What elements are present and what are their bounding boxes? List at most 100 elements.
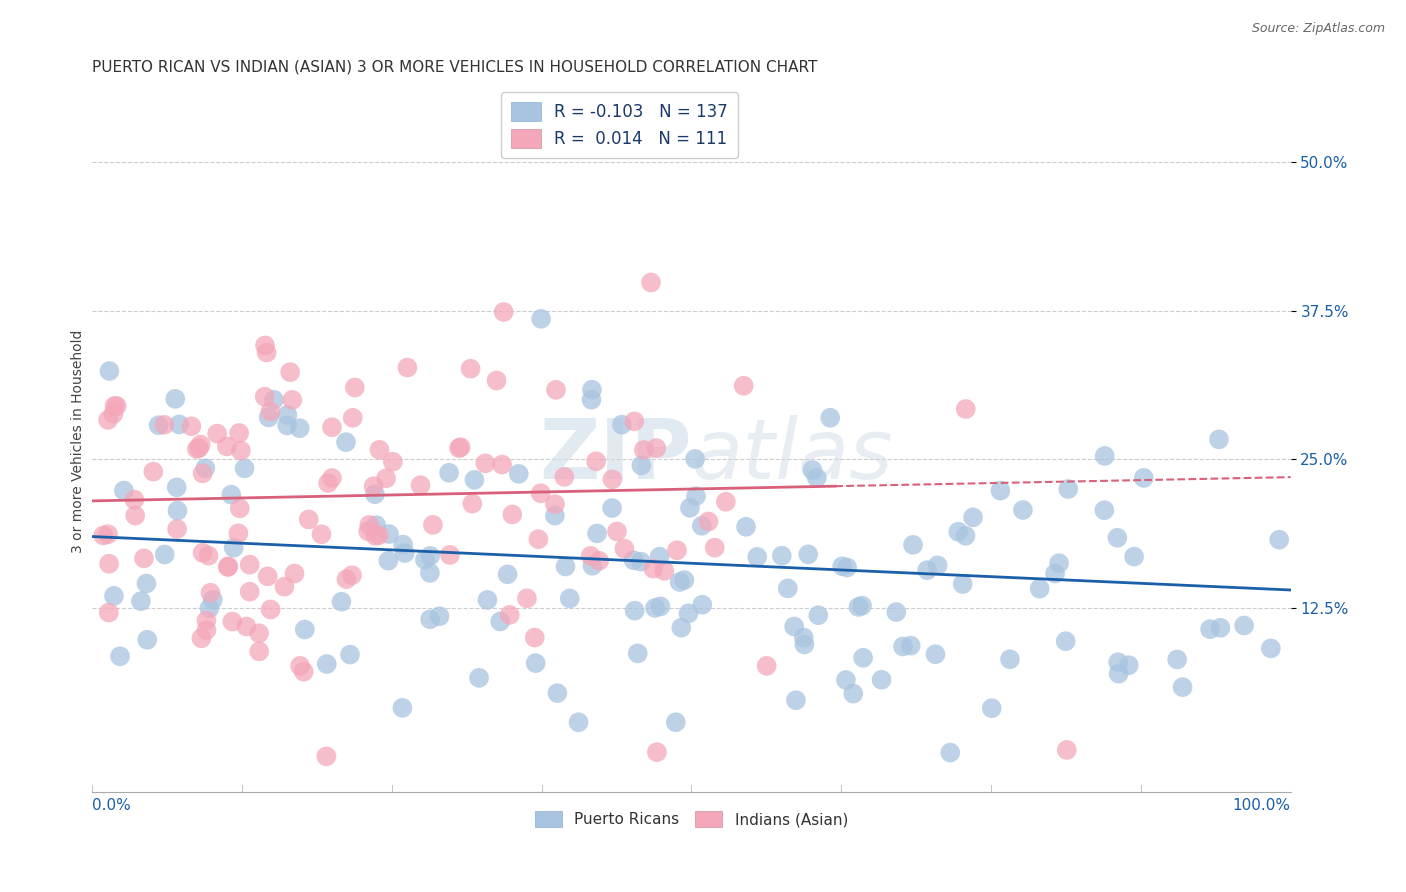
Point — [136, 632, 159, 647]
Point — [835, 673, 858, 687]
Point — [645, 441, 668, 455]
Point — [205, 426, 228, 441]
Point — [588, 554, 610, 568]
Point — [990, 483, 1012, 498]
Point — [952, 577, 974, 591]
Point — [413, 552, 436, 566]
Point — [391, 701, 413, 715]
Point — [315, 657, 337, 671]
Point — [776, 582, 799, 596]
Point — [311, 527, 333, 541]
Point — [103, 399, 125, 413]
Point — [91, 528, 114, 542]
Point — [468, 671, 491, 685]
Point — [627, 646, 650, 660]
Point — [927, 558, 949, 573]
Point — [491, 458, 513, 472]
Point — [1043, 566, 1066, 581]
Point — [807, 608, 830, 623]
Point — [463, 473, 485, 487]
Point — [366, 518, 388, 533]
Point — [980, 701, 1002, 715]
Point — [429, 609, 451, 624]
Point — [190, 437, 212, 451]
Point — [485, 374, 508, 388]
Point — [530, 486, 553, 500]
Point — [257, 410, 280, 425]
Point — [330, 595, 353, 609]
Point — [422, 517, 444, 532]
Point — [806, 471, 828, 485]
Point — [851, 599, 873, 613]
Point — [135, 576, 157, 591]
Point — [848, 599, 870, 614]
Point — [643, 562, 665, 576]
Point — [357, 524, 380, 539]
Point — [396, 360, 419, 375]
Point — [188, 441, 211, 455]
Point — [633, 442, 655, 457]
Point — [439, 548, 461, 562]
Point — [579, 549, 602, 563]
Point — [770, 549, 793, 563]
Point — [153, 417, 176, 432]
Point — [703, 541, 725, 555]
Point — [1233, 618, 1256, 632]
Point — [359, 517, 381, 532]
Point — [1028, 582, 1050, 596]
Point — [97, 413, 120, 427]
Point — [229, 443, 252, 458]
Point — [239, 558, 262, 572]
Point — [870, 673, 893, 687]
Point — [613, 541, 636, 556]
Point — [554, 559, 576, 574]
Point — [671, 621, 693, 635]
Point — [668, 574, 690, 589]
Text: 0.0%: 0.0% — [93, 798, 131, 813]
Point — [558, 591, 581, 606]
Point — [733, 378, 755, 392]
Point — [103, 407, 125, 421]
Point — [392, 538, 415, 552]
Point — [294, 623, 316, 637]
Point — [273, 580, 295, 594]
Point — [315, 749, 337, 764]
Point — [375, 471, 398, 485]
Point — [900, 639, 922, 653]
Point — [998, 652, 1021, 666]
Point — [105, 399, 128, 413]
Point — [461, 497, 484, 511]
Point — [498, 607, 520, 622]
Point — [891, 640, 914, 654]
Point — [409, 478, 432, 492]
Point — [1047, 556, 1070, 570]
Point — [697, 515, 720, 529]
Point — [167, 417, 190, 432]
Point — [648, 549, 671, 564]
Point — [585, 454, 607, 468]
Point — [1012, 503, 1035, 517]
Point — [544, 497, 567, 511]
Point — [201, 592, 224, 607]
Point — [679, 500, 702, 515]
Point — [166, 522, 188, 536]
Point — [530, 311, 553, 326]
Point — [1132, 471, 1154, 485]
Point — [229, 501, 252, 516]
Point — [939, 746, 962, 760]
Point — [98, 364, 121, 378]
Point — [198, 601, 221, 615]
Point — [1171, 680, 1194, 694]
Point — [581, 383, 603, 397]
Point — [253, 390, 276, 404]
Point — [544, 508, 567, 523]
Point — [581, 392, 603, 407]
Point — [640, 276, 662, 290]
Point — [194, 461, 217, 475]
Point — [477, 593, 499, 607]
Point — [1268, 533, 1291, 547]
Point — [489, 615, 512, 629]
Point — [852, 650, 875, 665]
Point — [321, 471, 343, 485]
Point — [321, 420, 343, 434]
